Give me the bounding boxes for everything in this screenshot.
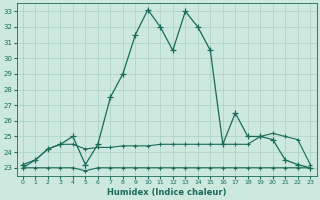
X-axis label: Humidex (Indice chaleur): Humidex (Indice chaleur) [107, 188, 226, 197]
